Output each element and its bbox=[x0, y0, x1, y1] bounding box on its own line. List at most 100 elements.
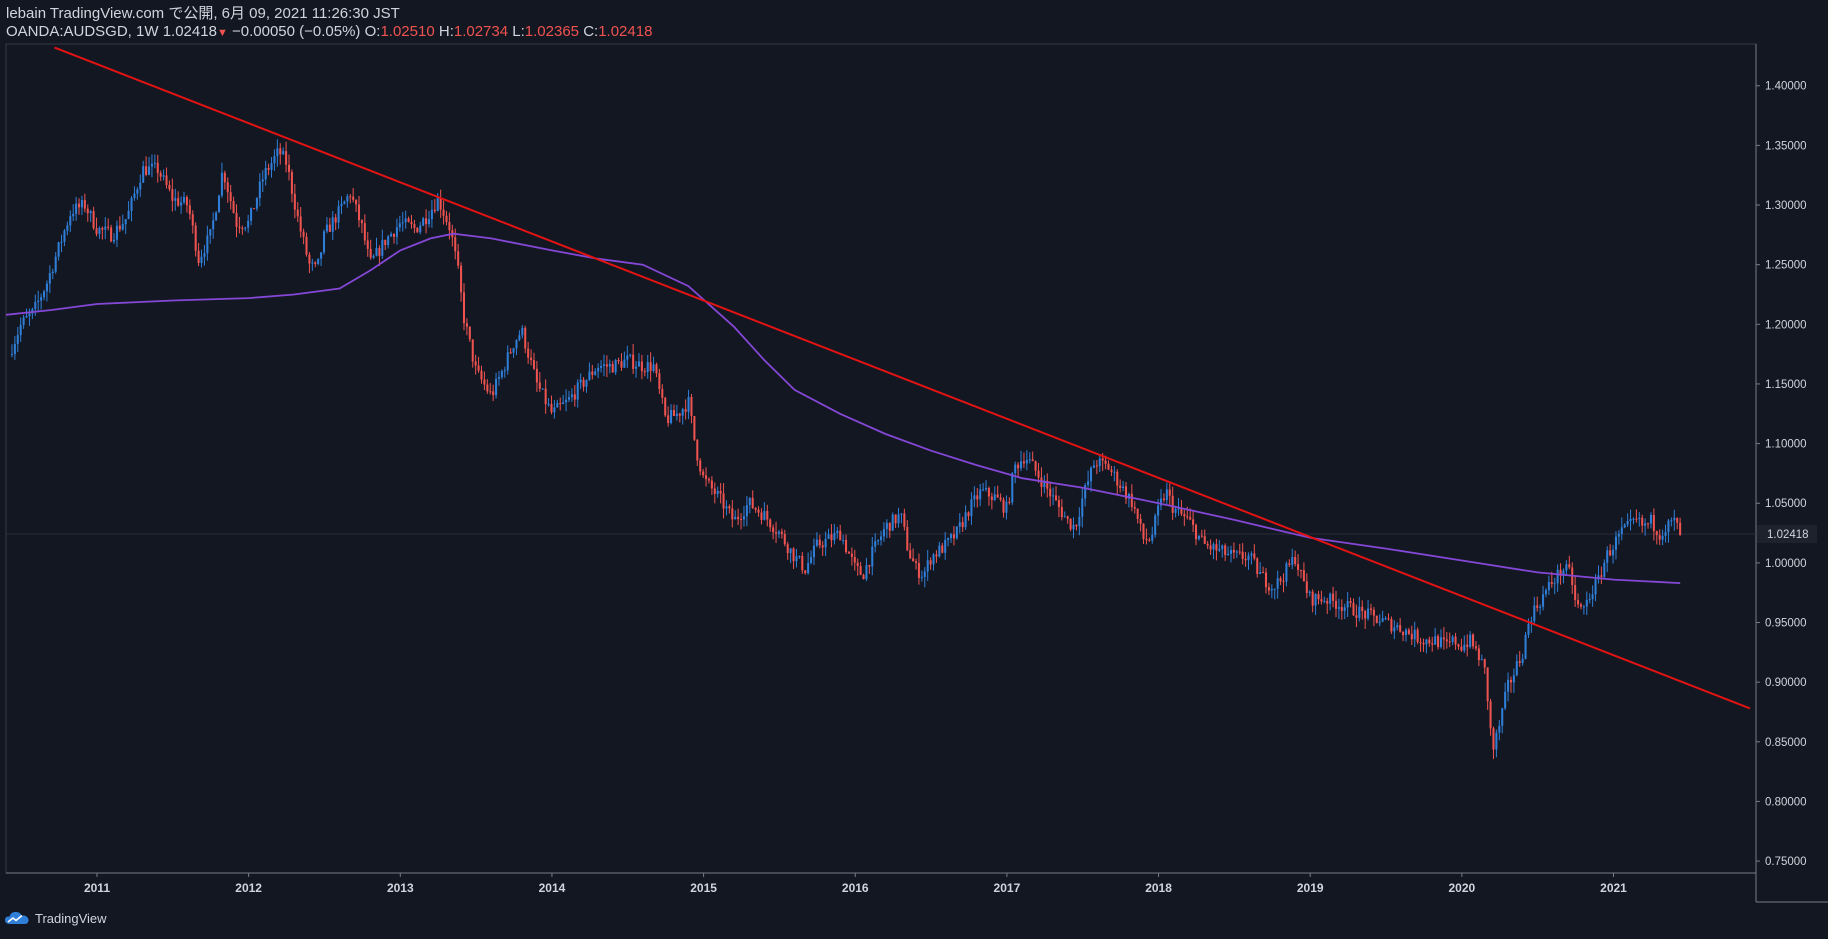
candle-body bbox=[853, 556, 856, 563]
candle-body bbox=[279, 148, 282, 155]
candle-body bbox=[229, 192, 232, 202]
trend-line-group[interactable] bbox=[54, 46, 1751, 710]
candle-body bbox=[553, 407, 556, 413]
candle-body bbox=[976, 495, 979, 500]
candle bbox=[1116, 469, 1119, 495]
candle-body bbox=[734, 516, 737, 520]
price-tick-label: 1.05000 bbox=[1765, 498, 1807, 510]
candle bbox=[920, 570, 923, 582]
candle-body bbox=[203, 253, 206, 257]
candle-body bbox=[1267, 587, 1270, 591]
candle bbox=[836, 526, 839, 539]
candle-body bbox=[1521, 658, 1524, 663]
candle bbox=[1270, 584, 1273, 599]
candle bbox=[880, 530, 883, 546]
candle-body bbox=[667, 415, 670, 424]
candle-body bbox=[180, 202, 183, 206]
candle bbox=[220, 162, 223, 198]
candle bbox=[369, 239, 372, 260]
candle bbox=[597, 363, 600, 379]
time-tick-label: 2020 bbox=[1449, 881, 1476, 895]
candle-body bbox=[320, 252, 323, 259]
candle-body bbox=[1089, 467, 1093, 482]
candle-body bbox=[147, 166, 151, 175]
candle bbox=[255, 197, 258, 212]
candle bbox=[142, 160, 145, 183]
candle bbox=[649, 352, 652, 382]
candle-body bbox=[480, 370, 483, 380]
candle-body bbox=[1661, 535, 1664, 540]
candle-body bbox=[282, 151, 285, 155]
candle-body bbox=[1168, 489, 1171, 496]
candle-body bbox=[602, 364, 605, 366]
candle bbox=[1110, 465, 1113, 476]
candle bbox=[1477, 644, 1480, 666]
candle bbox=[1512, 668, 1515, 693]
candle bbox=[614, 358, 617, 375]
candle-body bbox=[1037, 470, 1040, 478]
candle bbox=[1361, 600, 1364, 620]
candle-body bbox=[1577, 599, 1580, 605]
time-tick-label: 2011 bbox=[84, 881, 110, 895]
candle bbox=[16, 326, 19, 353]
candle bbox=[387, 234, 390, 249]
candle bbox=[1218, 539, 1221, 553]
candle bbox=[871, 537, 874, 576]
candle-body bbox=[1667, 520, 1670, 533]
candle-body bbox=[1372, 609, 1375, 616]
candle-body bbox=[124, 219, 127, 225]
candle bbox=[667, 406, 670, 427]
candle bbox=[290, 169, 293, 203]
candle bbox=[1049, 481, 1052, 507]
candle bbox=[1585, 591, 1588, 615]
trend-line[interactable] bbox=[54, 46, 1751, 710]
candle bbox=[311, 258, 314, 271]
candle bbox=[1562, 568, 1565, 584]
candle-body bbox=[1472, 634, 1475, 647]
candle-body bbox=[882, 528, 885, 537]
candle bbox=[521, 324, 524, 339]
candle bbox=[1034, 460, 1037, 476]
candle-body bbox=[439, 197, 442, 210]
candle-body bbox=[1072, 524, 1075, 530]
candle-body bbox=[1407, 629, 1410, 634]
candle bbox=[1565, 560, 1568, 575]
time-axis[interactable]: 2011 2012 2013 2014 2015 2016 2017 2018 2019 2020… bbox=[84, 873, 1627, 895]
candle-body bbox=[1326, 600, 1329, 604]
candle bbox=[923, 567, 926, 588]
candle bbox=[1197, 535, 1200, 541]
candle-body bbox=[83, 200, 86, 209]
candle bbox=[40, 293, 43, 310]
candle-body bbox=[1028, 459, 1031, 461]
candle bbox=[1037, 462, 1040, 483]
price-axis[interactable]: 1.40000 1.35000 1.30000 1.25000 1.20000 1.150… bbox=[1756, 81, 1817, 868]
candle bbox=[92, 206, 95, 230]
candle bbox=[798, 555, 801, 560]
candle bbox=[28, 308, 31, 326]
candle-body bbox=[573, 394, 576, 400]
candle-body bbox=[95, 228, 98, 235]
candle-body bbox=[1302, 570, 1305, 582]
candle bbox=[865, 557, 868, 582]
candle bbox=[63, 228, 66, 247]
candle bbox=[810, 550, 813, 565]
candle bbox=[987, 486, 990, 506]
candle bbox=[751, 490, 754, 509]
candle bbox=[1460, 638, 1463, 652]
candle bbox=[477, 356, 480, 373]
candle bbox=[1644, 518, 1647, 536]
tradingview-brand[interactable]: TradingView bbox=[4, 910, 107, 926]
candle-body bbox=[600, 365, 603, 368]
candle bbox=[107, 218, 110, 231]
candle-body bbox=[1544, 590, 1547, 595]
candle bbox=[1428, 636, 1431, 647]
candle bbox=[1425, 638, 1428, 654]
symbol-name[interactable]: OANDA:AUDSGD, 1W bbox=[6, 23, 159, 40]
candle bbox=[337, 200, 340, 229]
candle bbox=[655, 362, 658, 378]
candle bbox=[1457, 643, 1460, 650]
candle bbox=[1431, 636, 1434, 652]
candle-body bbox=[1186, 516, 1189, 518]
candle bbox=[1224, 543, 1227, 562]
